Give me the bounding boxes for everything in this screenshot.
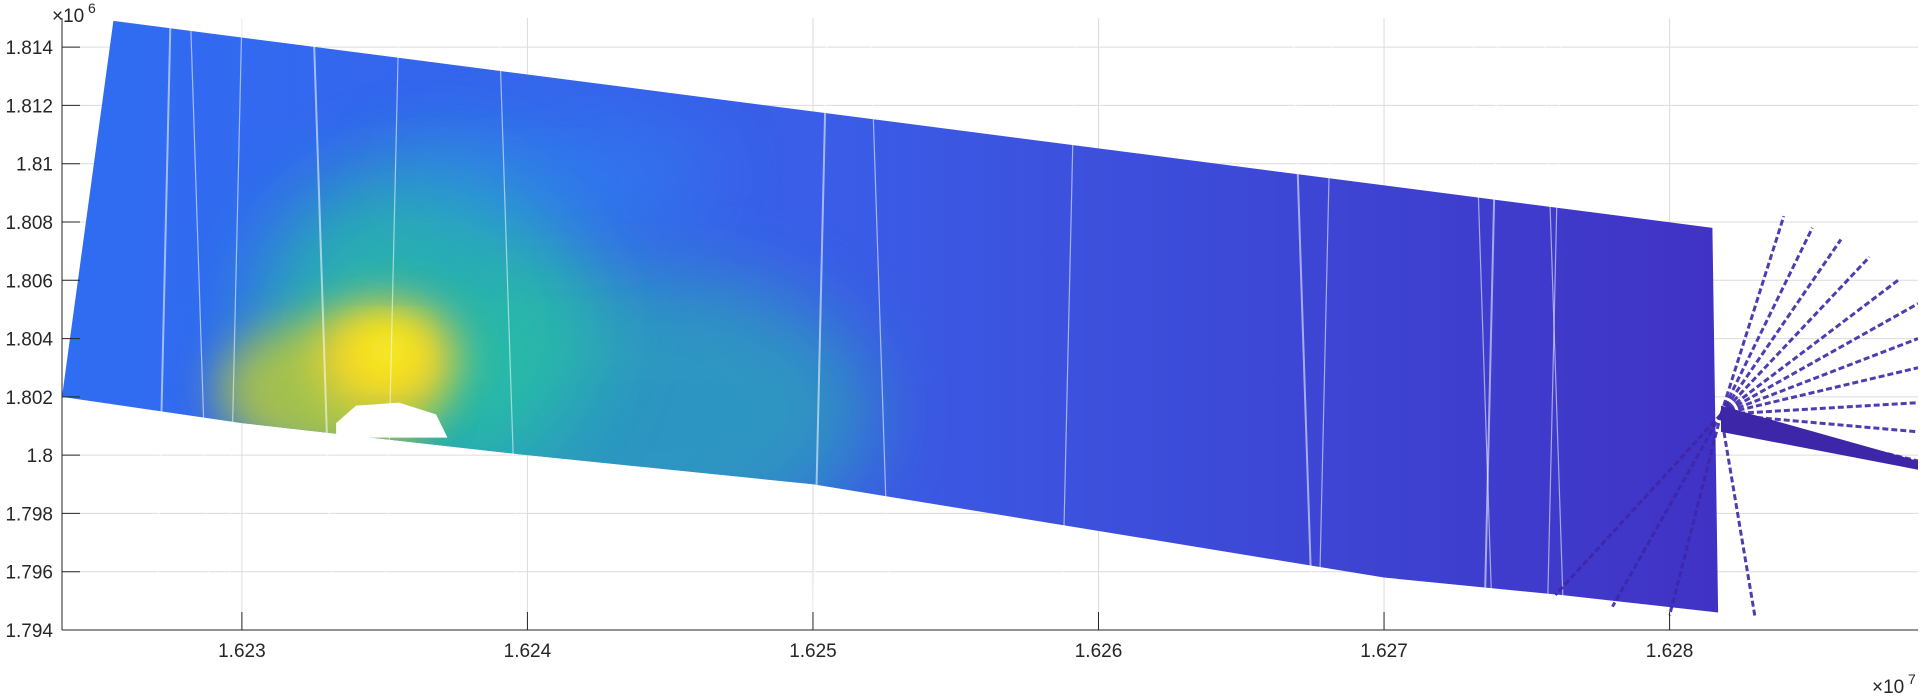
coverage-gap	[336, 402, 448, 438]
fan-ray	[1554, 413, 1723, 597]
swath-gap	[1546, 18, 1562, 630]
x-multiplier-exponent: 7	[1908, 671, 1916, 687]
fan-ray	[1611, 413, 1723, 608]
fan-ray	[1720, 302, 1918, 416]
fan-ray	[1719, 238, 1843, 416]
fan-ray	[1720, 401, 1918, 416]
y-multiplier-base: ×10	[52, 6, 84, 27]
y-axis-multiplier: ×10 6	[52, 0, 96, 27]
y-tick-label: 1.796	[5, 563, 53, 584]
tick-labels: 1.623 1.624 1.625 1.626 1.627 1.628 1.794 1.796…	[5, 38, 1693, 662]
fan-ray	[1719, 255, 1871, 416]
swath-gap	[498, 18, 520, 630]
swath-gap	[312, 18, 335, 630]
y-tick-label: 1.808	[5, 213, 53, 234]
fan-ray	[1668, 413, 1723, 616]
swath-gap	[227, 18, 243, 630]
fan-ray	[1720, 366, 1918, 416]
fan-ray	[1720, 337, 1918, 416]
y-tick-label: 1.806	[5, 271, 53, 292]
y-tick-label: 1.812	[5, 96, 53, 117]
y-tick-label: 1.804	[5, 330, 53, 351]
y-multiplier-exponent: 6	[88, 0, 96, 16]
x-tick-label: 1.624	[504, 641, 552, 662]
x-multiplier-base: ×10	[1872, 677, 1904, 697]
swath-gap	[1483, 18, 1500, 630]
x-axis-multiplier: ×10 7	[1872, 671, 1916, 697]
fan-wedge	[1720, 405, 1918, 470]
fan-ray	[1719, 227, 1814, 416]
fan-ray	[1720, 279, 1899, 416]
y-tick-label: 1.802	[5, 388, 53, 409]
y-tick-label: 1.81	[16, 155, 53, 176]
fan-group	[1554, 215, 1918, 619]
y-tick-label: 1.8	[27, 446, 53, 467]
swath-gap	[1318, 18, 1334, 630]
hotspot	[361, 328, 414, 373]
x-tick-label: 1.628	[1646, 641, 1694, 662]
y-tick-label: 1.814	[5, 38, 53, 59]
axes	[61, 18, 1918, 631]
hotspot	[395, 118, 716, 239]
x-tick-label: 1.625	[789, 641, 837, 662]
fan-ray	[1719, 414, 1757, 619]
y-tick-label: 1.794	[5, 621, 53, 642]
swath-gap	[189, 18, 212, 630]
swath-gap	[1061, 18, 1077, 630]
fan-ray	[1719, 215, 1786, 415]
y-tick-label: 1.798	[5, 504, 53, 525]
swath-gap	[155, 18, 172, 630]
x-tick-label: 1.626	[1075, 641, 1123, 662]
swath-gap	[812, 18, 829, 630]
swath-gap	[1291, 18, 1314, 630]
x-tick-label: 1.627	[1360, 641, 1408, 662]
swath-gap	[384, 18, 400, 630]
heatmap-surface	[62, 18, 1918, 630]
swath-gap	[869, 18, 891, 630]
swath-gap	[1471, 18, 1494, 630]
x-tick-label: 1.623	[218, 641, 266, 662]
